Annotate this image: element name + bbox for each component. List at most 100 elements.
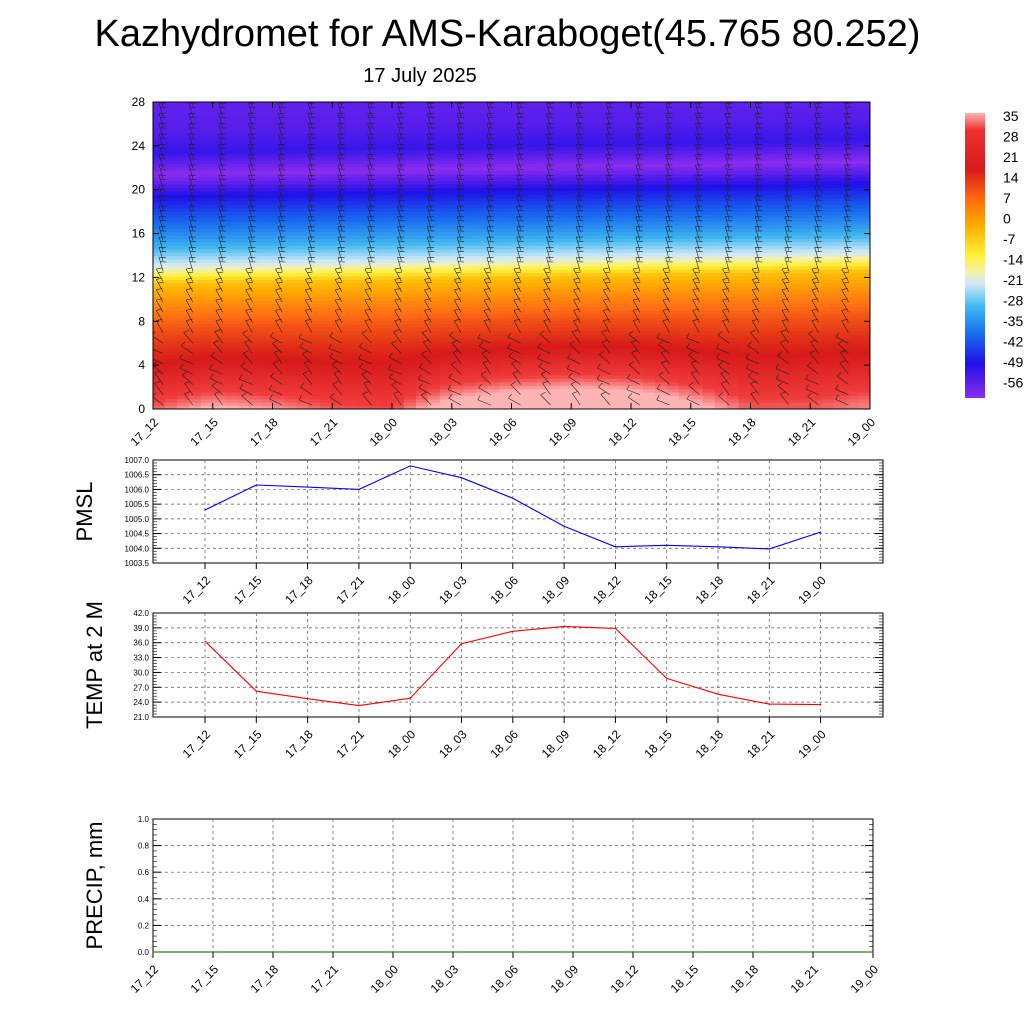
temperature-cell xyxy=(463,275,477,280)
temperature-cell xyxy=(595,269,608,274)
temperature-cell xyxy=(344,265,357,270)
temperature-cell xyxy=(403,306,417,311)
temperature-cell xyxy=(176,361,190,366)
temperature-cell xyxy=(738,269,752,274)
temperature-cell xyxy=(547,173,560,178)
temperature-cell xyxy=(332,170,345,175)
temperature-cell xyxy=(595,194,608,199)
temperature-cell xyxy=(212,340,226,345)
temperature-cell xyxy=(284,340,297,345)
temperature-cell xyxy=(774,258,787,263)
temperature-cell xyxy=(535,388,548,393)
temperature-cell xyxy=(439,395,453,400)
temperature-cell xyxy=(535,235,548,240)
temperature-cell xyxy=(547,310,560,315)
temperature-cell xyxy=(320,200,333,205)
temperature-cell xyxy=(702,402,716,407)
temperature-cell xyxy=(451,310,465,315)
temperature-cell xyxy=(188,306,202,311)
temperature-cell xyxy=(726,313,740,318)
temperature-cell xyxy=(415,272,429,277)
temperature-cell xyxy=(224,333,238,338)
temperature-cell xyxy=(583,204,596,209)
temperature-cell xyxy=(415,293,429,298)
temperature-cell xyxy=(260,149,274,154)
temperature-cell xyxy=(260,187,274,192)
temperature-cell xyxy=(475,132,489,137)
temperature-cell xyxy=(272,187,286,192)
temperature-cell xyxy=(654,303,668,308)
temperature-cell xyxy=(642,146,656,151)
temperature-cell xyxy=(284,275,297,280)
temperature-cell xyxy=(631,149,644,154)
temperature-cell xyxy=(224,183,238,188)
temperature-cell xyxy=(762,105,775,110)
temperature-cell xyxy=(511,323,525,328)
temperature-cell xyxy=(726,296,740,301)
temperature-cell xyxy=(499,381,513,386)
temperature-cell xyxy=(320,187,333,192)
temperature-cell xyxy=(200,272,214,277)
temperature-cell xyxy=(559,289,572,294)
temperature-cell xyxy=(284,180,297,185)
temperature-cell xyxy=(415,275,429,280)
temperature-cell xyxy=(439,163,453,168)
temperature-cell xyxy=(690,374,704,379)
temperature-cell xyxy=(403,265,417,270)
temperature-cell xyxy=(678,337,692,342)
temperature-cell xyxy=(188,139,202,144)
temperature-cell xyxy=(678,296,692,301)
temperature-cell xyxy=(272,333,286,338)
temperature-cell xyxy=(642,112,656,117)
temperature-cell xyxy=(666,347,680,352)
temperature-cell xyxy=(403,293,417,298)
temperature-cell xyxy=(463,357,477,362)
temperature-cell xyxy=(439,149,453,154)
temperature-cell xyxy=(499,286,513,291)
temperature-cell xyxy=(380,286,393,291)
temperature-cell xyxy=(200,136,214,141)
temperature-cell xyxy=(272,139,286,144)
temperature-cell xyxy=(619,149,632,154)
temperature-cell xyxy=(798,320,811,325)
temperature-cell xyxy=(392,211,405,216)
temperature-cell xyxy=(320,231,333,236)
temperature-cell xyxy=(439,187,453,192)
temperature-cell xyxy=(296,316,309,321)
temperature-cell xyxy=(451,252,465,257)
temperature-cell xyxy=(810,347,823,352)
temperature-cell xyxy=(356,197,369,202)
temperature-cell xyxy=(332,391,345,396)
temperature-cell xyxy=(583,122,596,127)
temperature-cell xyxy=(153,231,166,236)
temperature-cell xyxy=(284,177,297,182)
temperature-cell xyxy=(499,337,513,342)
temperature-cell xyxy=(475,221,489,226)
temperature-cell xyxy=(176,252,190,257)
temperature-cell xyxy=(427,398,441,403)
temperature-cell xyxy=(487,330,501,335)
temperature-cell xyxy=(678,381,692,386)
temperature-cell xyxy=(248,228,262,233)
temperature-cell xyxy=(714,122,728,127)
temperature-cell xyxy=(296,112,309,117)
temperature-cell xyxy=(188,173,202,178)
temperature-cell xyxy=(153,108,166,113)
temperature-cell xyxy=(547,368,560,373)
temperature-cell xyxy=(380,340,393,345)
temperature-cell xyxy=(188,316,202,321)
temperature-cell xyxy=(798,221,811,226)
temperature-cell xyxy=(642,241,656,246)
temperature-cell xyxy=(475,306,489,311)
temperature-cell xyxy=(248,296,262,301)
temperature-cell xyxy=(762,293,775,298)
temperature-cell xyxy=(451,119,465,124)
temperature-cell xyxy=(392,303,405,308)
temperature-cell xyxy=(678,385,692,390)
temperature-cell xyxy=(403,108,417,113)
temperature-cell xyxy=(786,105,799,110)
temperature-cell xyxy=(511,275,525,280)
temperature-cell xyxy=(726,228,740,233)
temperature-cell xyxy=(535,217,548,222)
temperature-cell xyxy=(523,115,536,120)
